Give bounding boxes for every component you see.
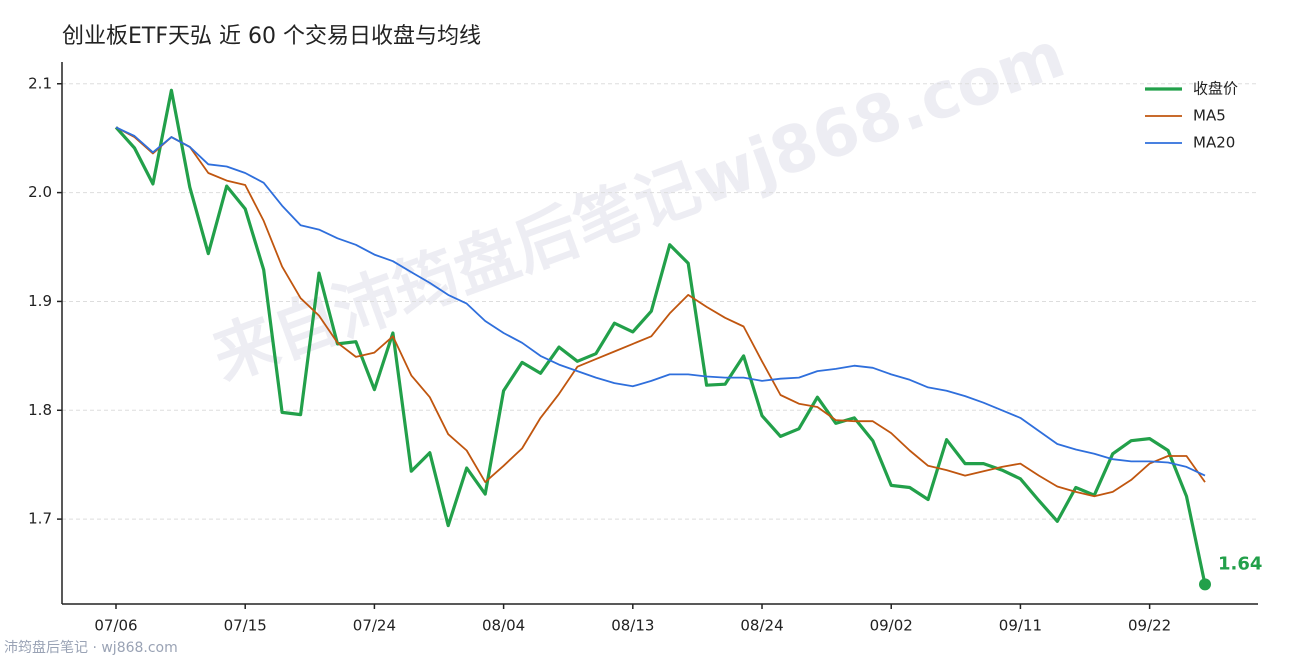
legend-label: MA20 (1193, 134, 1235, 152)
x-tick-label: 08/13 (611, 617, 654, 635)
x-tick-label: 07/24 (353, 617, 396, 635)
x-tick-label: 09/02 (870, 617, 913, 635)
x-tick-label: 09/22 (1128, 617, 1171, 635)
y-tick-label: 1.9 (28, 292, 52, 310)
x-tick-label: 07/15 (224, 617, 267, 635)
footer: 沛筠盘后笔记 · wj868.com (4, 639, 178, 656)
series-line (114, 88, 1207, 585)
x-tick-label: 08/04 (482, 617, 525, 635)
x-tick-label: 08/24 (740, 617, 783, 635)
x-tick-label: 09/11 (999, 617, 1042, 635)
series-line (115, 126, 1206, 498)
y-tick-label: 2.0 (28, 183, 52, 201)
y-tick-label: 1.7 (28, 510, 52, 528)
series-line (115, 126, 1206, 477)
x-tick-label: 07/06 (94, 617, 137, 635)
legend-label: MA5 (1193, 107, 1226, 125)
last-value-label: 1.64 (1218, 553, 1262, 574)
legend-label: 收盘价 (1193, 80, 1238, 98)
last-point (1199, 578, 1211, 591)
chart-title: 创业板ETF天弘 近 60 个交易日收盘与均线 (62, 24, 481, 49)
y-tick-label: 2.1 (28, 74, 52, 92)
y-tick-label: 1.8 (28, 401, 52, 419)
